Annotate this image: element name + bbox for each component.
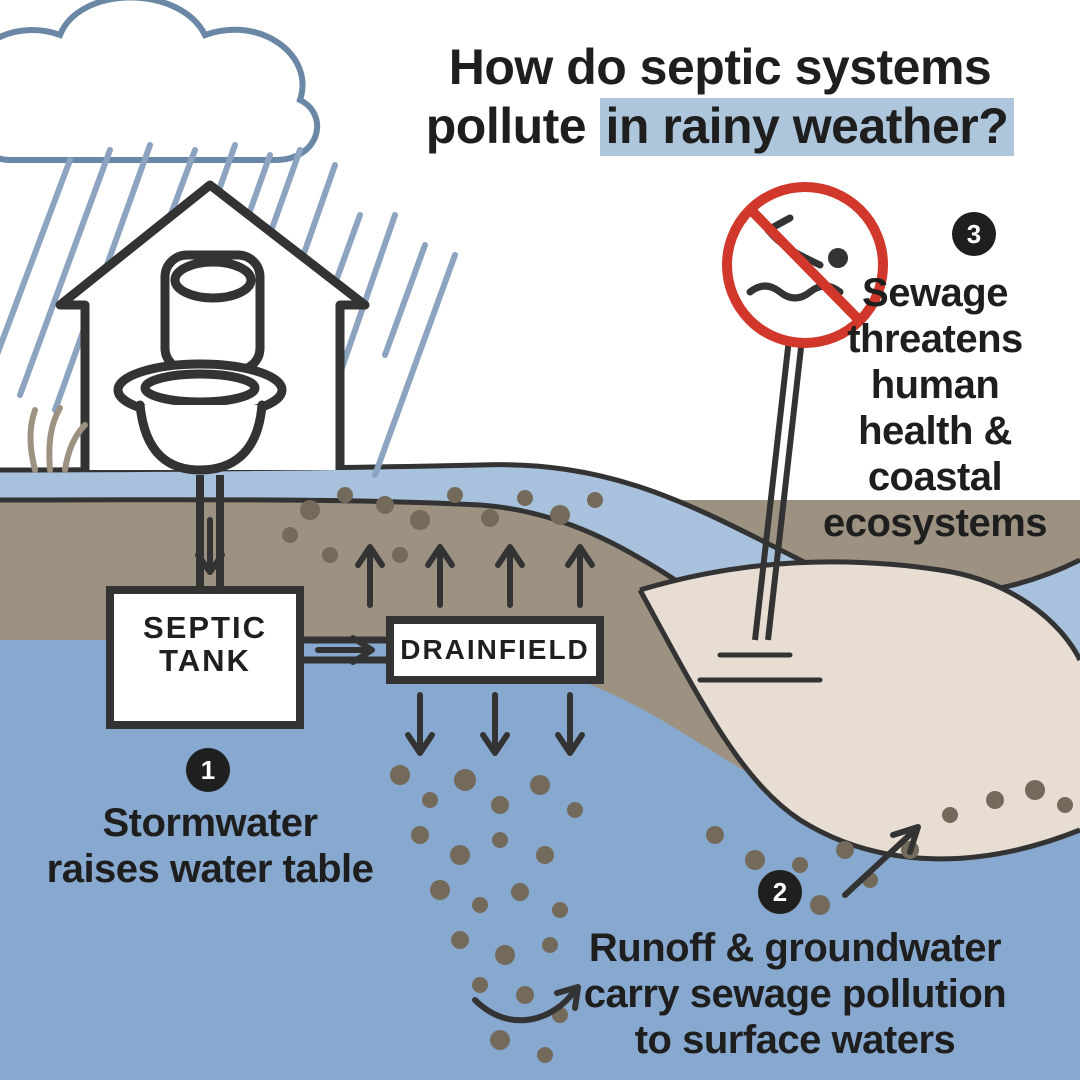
step-2-text: Runoff & groundwater carry sewage pollut… (560, 925, 1030, 1063)
step-badge-1: 1 (186, 748, 230, 792)
step-3-text: Sewage threatens human health & coastal … (790, 270, 1080, 546)
cloud-icon (0, 0, 317, 160)
title-line1: How do septic systems (449, 39, 991, 95)
step-badge-3: 3 (952, 212, 996, 256)
septic-tank-label: SEPTIC TANK (110, 612, 300, 677)
page-title: How do septic systems pollute in rainy w… (370, 38, 1070, 156)
title-line2-highlight: in rainy weather? (600, 98, 1015, 156)
step-1-text: Stormwater raises water table (20, 800, 400, 892)
drainfield-label: DRAINFIELD (390, 634, 600, 666)
title-line2-pre: pollute (426, 98, 586, 154)
step-badge-2: 2 (758, 870, 802, 914)
